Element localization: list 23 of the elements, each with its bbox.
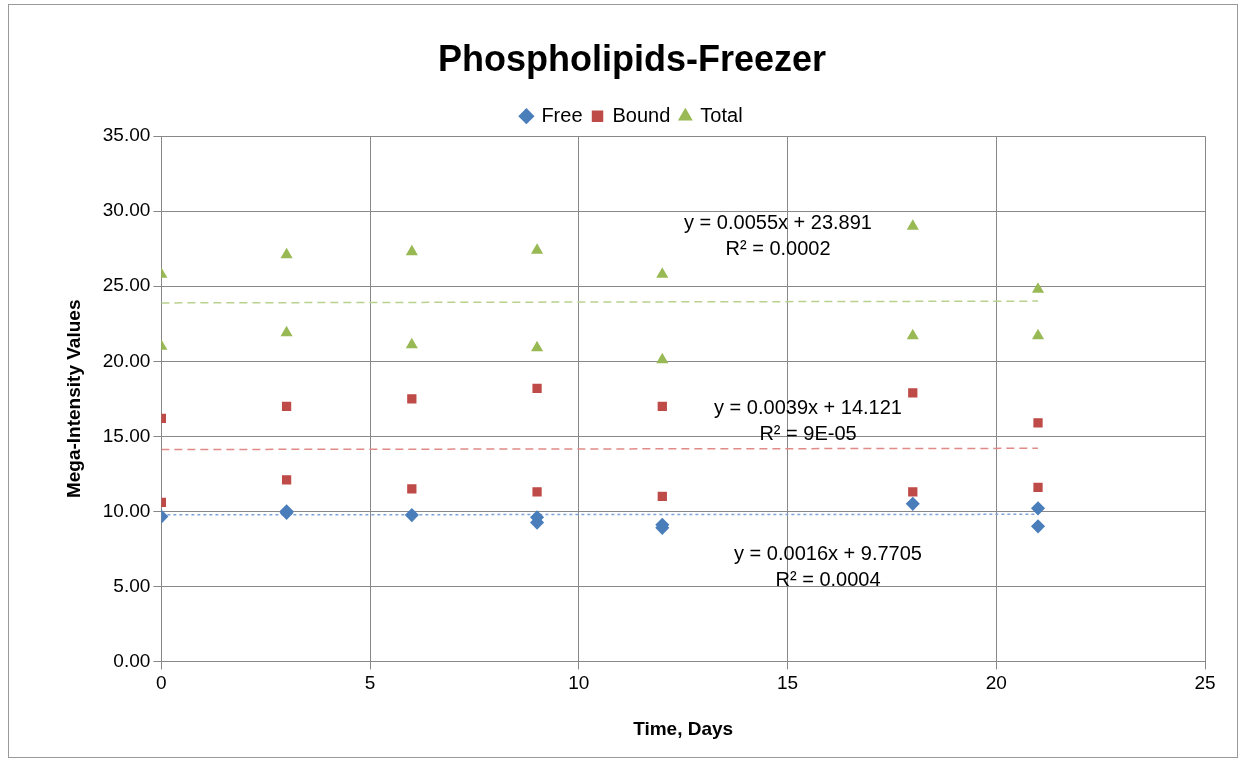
- legend-label: Total: [700, 103, 743, 126]
- x-tick-label: 5: [364, 672, 376, 694]
- legend-label: Free: [541, 103, 583, 126]
- y-tick-label: 15.00: [102, 424, 151, 446]
- y-tick-label: 35.00: [102, 124, 151, 146]
- x-tick-label: 25: [1194, 672, 1216, 694]
- annotation: y = 0.0039x + 14.121 R² = 9E-05: [714, 395, 902, 444]
- y-tick-label: 30.00: [102, 199, 151, 221]
- x-tick-label: 10: [568, 672, 590, 694]
- legend-label: Bound: [612, 103, 671, 126]
- y-axis-title: Mega-Intensity Values: [62, 299, 84, 499]
- annotation: y = 0.0055x + 23.891 R² = 0.0002: [684, 210, 872, 259]
- x-axis-title: Time, Days: [633, 717, 734, 739]
- y-tick-label: 10.00: [102, 499, 151, 521]
- y-tick-label: 25.00: [102, 274, 151, 296]
- chart-title: Phospholipids-Freezer: [437, 37, 827, 79]
- x-tick-label: 20: [985, 672, 1007, 694]
- annotation: y = 0.0016x + 9.7705 R² = 0.0004: [734, 541, 922, 590]
- x-tick-label: 15: [776, 672, 799, 694]
- y-tick-label: 5.00: [113, 574, 151, 596]
- y-tick-label: 0.00: [113, 649, 151, 671]
- x-tick-label: 0: [156, 672, 167, 694]
- y-tick-label: 20.00: [102, 349, 151, 371]
